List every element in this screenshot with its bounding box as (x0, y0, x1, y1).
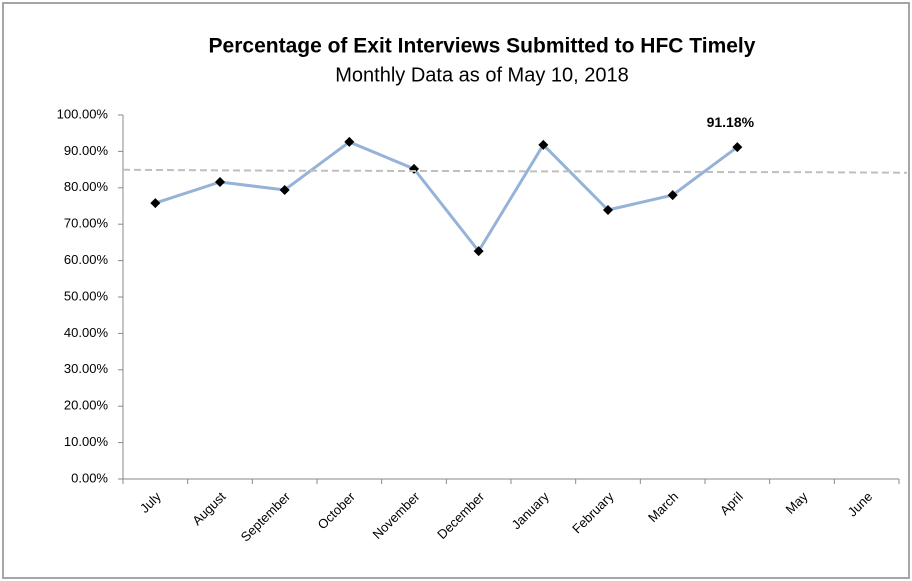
chart-title: Percentage of Exit Interviews Submitted … (209, 35, 756, 58)
point-marker (344, 136, 355, 147)
y-tick-label: 10.00% (64, 434, 109, 449)
y-tick-label: 100.00% (57, 106, 109, 121)
point-marker (473, 246, 484, 257)
y-tick-label: 40.00% (64, 325, 109, 340)
chart-subtitle: Monthly Data as of May 10, 2018 (335, 64, 629, 86)
data-label: 91.18% (707, 114, 755, 130)
y-tick-label: 0.00% (71, 470, 108, 485)
y-tick-label: 20.00% (64, 398, 109, 413)
y-tick-label: 50.00% (64, 288, 109, 303)
point-marker (538, 139, 549, 150)
y-tick-label: 70.00% (64, 216, 109, 231)
point-marker (279, 184, 290, 195)
y-tick-label: 90.00% (64, 143, 109, 158)
point-marker (215, 176, 225, 187)
point-marker (603, 205, 613, 216)
y-tick-label: 30.00% (64, 361, 109, 376)
point-marker (667, 190, 678, 201)
reference-line (122, 168, 908, 174)
line-series (154, 140, 739, 254)
y-tick-label: 60.00% (64, 252, 109, 267)
point-marker (732, 142, 743, 153)
point-marker (150, 198, 161, 209)
y-tick-label: 80.00% (64, 179, 109, 194)
